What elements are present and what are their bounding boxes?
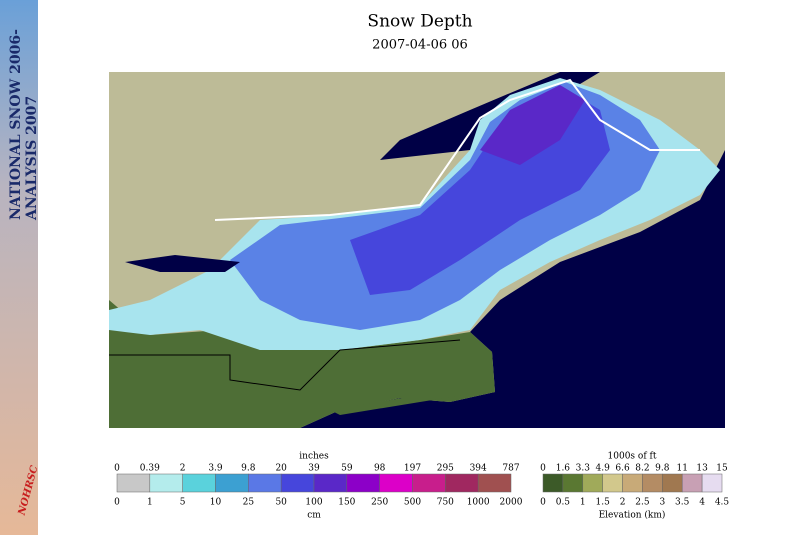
legend-label: 0.5 bbox=[556, 498, 571, 508]
legend-swatch bbox=[582, 473, 603, 493]
forest-land bbox=[109, 300, 495, 428]
legend-label: 0 bbox=[540, 464, 546, 474]
legend-label: 0 bbox=[540, 498, 546, 508]
legend-swatch bbox=[379, 473, 413, 493]
border bbox=[109, 339, 461, 391]
legend-label: 9.8 bbox=[241, 464, 256, 474]
legend-swatch bbox=[149, 473, 183, 493]
legend-swatch bbox=[412, 473, 446, 493]
legend-title: inches bbox=[299, 452, 329, 462]
legend-label: 13 bbox=[696, 464, 708, 474]
legend-label: 9.8 bbox=[655, 464, 670, 474]
legend-title: cm bbox=[307, 511, 321, 521]
legend-swatch bbox=[642, 473, 663, 493]
legend-label: 0 bbox=[114, 464, 120, 474]
sidebar bbox=[0, 0, 38, 535]
legend-label: 50 bbox=[275, 498, 287, 508]
legend-label: 100 bbox=[305, 498, 322, 508]
legend-label: 1000 bbox=[467, 498, 490, 508]
legend-swatch bbox=[662, 473, 683, 493]
legend-label: 0.39 bbox=[140, 464, 160, 474]
legend-label: 10 bbox=[210, 498, 222, 508]
legend-label: 394 bbox=[470, 464, 487, 474]
legend-label: 59 bbox=[341, 464, 353, 474]
land bbox=[600, 72, 725, 150]
legend-label: 150 bbox=[338, 498, 355, 508]
legend-label: 8.2 bbox=[635, 464, 649, 474]
legend-label: 1 bbox=[147, 498, 153, 508]
legend-label: 2 bbox=[180, 464, 186, 474]
title: Snow Depth bbox=[367, 12, 472, 32]
legend-title: 1000s of ft bbox=[608, 452, 657, 462]
legend-label: 197 bbox=[404, 464, 421, 474]
legend-title: Elevation (km) bbox=[599, 510, 666, 521]
legend-label: 3.3 bbox=[576, 464, 591, 474]
legend-label: 295 bbox=[437, 464, 454, 474]
legend-swatch bbox=[542, 473, 564, 493]
legend-label: 250 bbox=[371, 498, 388, 508]
legend-label: 6.6 bbox=[615, 464, 630, 474]
legend-label: 11 bbox=[676, 464, 687, 474]
legend-label: 2 bbox=[620, 498, 626, 508]
legend-label: 3.5 bbox=[675, 498, 690, 508]
legend-swatch bbox=[701, 473, 723, 493]
legend-label: 1.6 bbox=[556, 464, 571, 474]
border bbox=[214, 78, 700, 221]
subtitle: 2007-04-06 06 bbox=[372, 38, 468, 53]
legend-swatch bbox=[602, 473, 623, 493]
legend-label: 787 bbox=[502, 464, 519, 474]
legend-label: 4 bbox=[699, 498, 705, 508]
island bbox=[330, 385, 495, 415]
legend-label: 1.5 bbox=[596, 498, 611, 508]
sidebar-text: NATIONAL SNOW 2006- ANALYSIS 2007 bbox=[8, 29, 40, 221]
ocean bbox=[300, 150, 725, 428]
legend-label: 2.5 bbox=[635, 498, 650, 508]
legend-label: 750 bbox=[437, 498, 454, 508]
lake bbox=[125, 255, 240, 272]
legend-swatch bbox=[477, 473, 512, 493]
legend-swatch bbox=[445, 473, 479, 493]
legend-swatch bbox=[182, 473, 216, 493]
legend-label: 98 bbox=[374, 464, 386, 474]
legend-swatch bbox=[681, 473, 703, 493]
legend-label: 20 bbox=[275, 464, 287, 474]
legend-label: 5 bbox=[180, 498, 186, 508]
sidebar-line: ANALYSIS 2007 bbox=[24, 96, 40, 221]
legend-swatch bbox=[116, 473, 151, 493]
legend-label: 500 bbox=[404, 498, 421, 508]
legends: inches cm 1000s of ft Elevation (km) 0 0.… bbox=[114, 452, 729, 521]
legend-label: 0 bbox=[114, 498, 120, 508]
legend-label: 4.5 bbox=[715, 498, 730, 508]
legend-swatch bbox=[562, 473, 584, 493]
legend-label: 3 bbox=[659, 498, 665, 508]
legend-swatch bbox=[622, 473, 643, 493]
legend-label: 2000 bbox=[500, 498, 523, 508]
legend-swatch bbox=[280, 473, 315, 493]
legend-label: 15 bbox=[716, 464, 728, 474]
legend-swatch bbox=[346, 473, 380, 493]
snow-deepest bbox=[480, 85, 585, 165]
legend-label: 4.9 bbox=[596, 464, 611, 474]
legend-label: 1 bbox=[580, 498, 586, 508]
sidebar-line: NATIONAL SNOW 2006- bbox=[8, 29, 24, 220]
legend-label: 3.9 bbox=[208, 464, 223, 474]
legend-swatch bbox=[215, 473, 249, 493]
map bbox=[109, 72, 725, 428]
legend-swatch bbox=[313, 473, 348, 493]
legend-label: 39 bbox=[308, 464, 320, 474]
legend-swatch bbox=[248, 473, 282, 493]
legend-label: 25 bbox=[243, 498, 255, 508]
